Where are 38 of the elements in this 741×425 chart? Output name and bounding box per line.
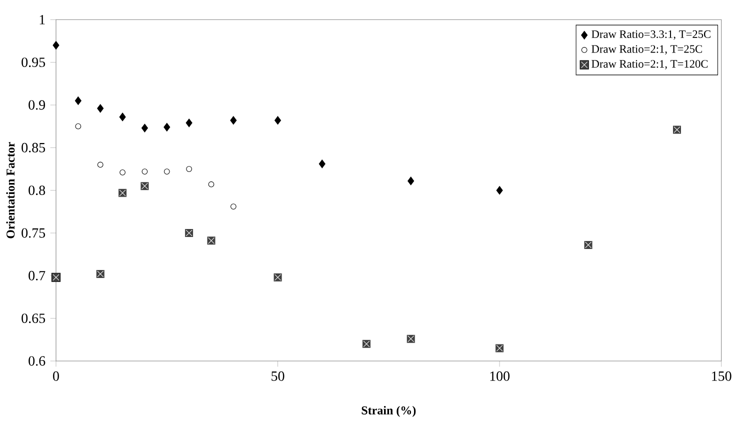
point xyxy=(142,168,148,174)
y-tick-label: 0.6 xyxy=(28,356,46,366)
y-tick-label: 0.9 xyxy=(28,100,46,110)
y-axis-title: Orientation Factor xyxy=(6,142,15,238)
y-tick-label: 1 xyxy=(40,15,45,24)
point xyxy=(141,124,148,132)
point xyxy=(318,160,326,168)
y-tick-label: 0.75 xyxy=(22,228,46,238)
point xyxy=(74,96,82,105)
y-tick-label: 0.65 xyxy=(22,314,46,324)
y-tick-label: 0.95 xyxy=(22,58,46,68)
point xyxy=(164,168,170,174)
point xyxy=(75,123,82,130)
x-tick-label: 100 xyxy=(490,371,510,381)
point xyxy=(164,122,170,132)
point xyxy=(119,112,126,122)
point xyxy=(208,181,214,188)
legend-label: Draw Ratio=3.3:1, T=25C xyxy=(592,30,710,40)
point xyxy=(120,169,126,176)
x-tick-label: 0 xyxy=(53,371,59,381)
point xyxy=(496,186,503,195)
point xyxy=(52,40,60,50)
point xyxy=(230,116,237,125)
legend-label: Draw Ratio=2:1, T=120C xyxy=(592,60,708,70)
point xyxy=(97,104,104,113)
point xyxy=(186,166,192,172)
y-tick-label: 0.7 xyxy=(28,270,46,280)
legend-label: Draw Ratio=2:1, T=25C xyxy=(592,45,702,54)
point xyxy=(186,118,192,128)
point xyxy=(97,162,104,168)
x-axis-title: Strain (%) xyxy=(362,406,416,417)
x-tick-label: 50 xyxy=(272,371,284,381)
point xyxy=(274,116,282,125)
point xyxy=(408,176,414,186)
y-tick-label: 0.8 xyxy=(28,186,46,196)
y-tick-label: 0.85 xyxy=(22,142,46,152)
point xyxy=(230,204,236,210)
x-tick-label: 150 xyxy=(712,371,732,381)
